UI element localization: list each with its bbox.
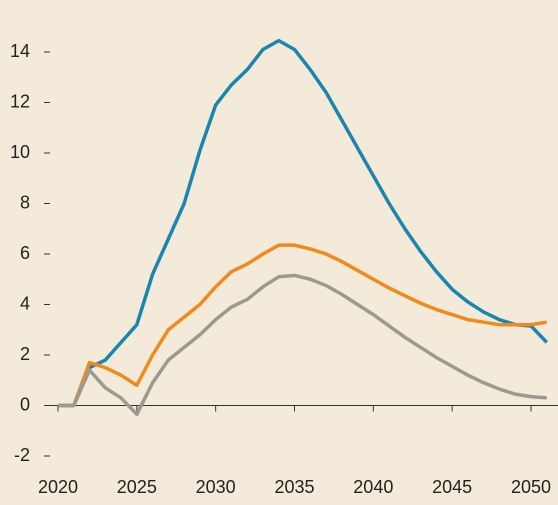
x-tick-label: 2025 (117, 477, 157, 497)
x-tick-label: 2045 (432, 477, 472, 497)
x-tick-label: 2050 (511, 477, 551, 497)
x-tick-label: 2035 (274, 477, 314, 497)
y-tick-label: 2 (20, 344, 30, 364)
series-line (58, 243, 548, 408)
series-line (58, 273, 547, 417)
y-tick-label: 8 (20, 192, 30, 212)
y-tick-label: 10 (10, 142, 30, 162)
x-tick-label: 2020 (38, 477, 78, 497)
y-tick-label: -2 (14, 445, 30, 465)
y-tick-label: 14 (10, 41, 30, 61)
y-tick-label: 6 (20, 243, 30, 263)
y-tick-label: 4 (20, 293, 30, 313)
y-tick-label: 0 (20, 394, 30, 414)
x-tick-label: 2040 (353, 477, 393, 497)
y-tick-label: 12 (10, 91, 30, 111)
series-line (58, 38, 549, 408)
x-tick-label: 2030 (196, 477, 236, 497)
